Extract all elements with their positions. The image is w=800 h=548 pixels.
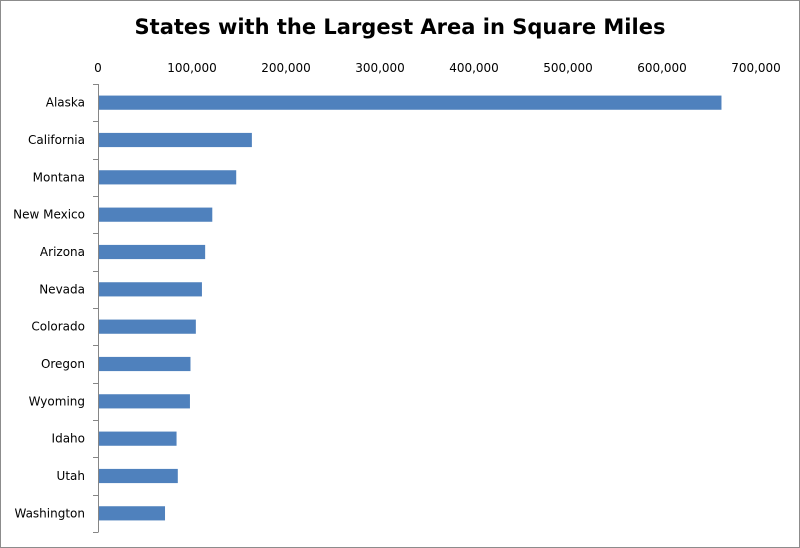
x-axis: 0 100,000 200,000 300,000 400,000 500,000 600,… [94,61,781,75]
bar [99,207,213,222]
bar [99,132,252,148]
category-label: Washington [14,506,85,520]
bar [99,244,206,260]
bar [99,431,177,446]
x-tick-label: 600,000 [637,61,687,75]
bar [99,394,190,409]
y-axis [93,84,99,533]
bar [99,319,196,334]
x-tick-label: 700,000 [731,61,781,75]
category-label: Montana [33,170,85,184]
chart-title: States with the Largest Area in Square M… [134,15,666,39]
category-label: Nevada [39,282,85,296]
bar [99,95,722,110]
bar [99,506,166,521]
category-label: Colorado [31,320,85,334]
x-tick-label: 300,000 [355,61,405,75]
category-label: Oregon [41,357,85,371]
category-labels: Alaska California Montana New Mexico Arizona… [13,96,85,521]
x-tick-label: 500,000 [543,61,593,75]
bar [99,282,202,297]
x-tick-label: 400,000 [449,61,499,75]
category-label: Arizona [40,245,85,259]
bar [99,356,191,372]
category-label: Wyoming [29,394,85,408]
x-tick-label: 200,000 [261,61,311,75]
bar [99,468,178,484]
bars [99,95,722,521]
x-tick-label: 0 [94,61,102,75]
x-tick-label: 100,000 [167,61,217,75]
category-label: California [28,133,85,147]
bar [99,170,237,185]
category-label: New Mexico [13,208,85,222]
category-label: Alaska [46,96,85,110]
category-label: Utah [57,469,85,483]
category-label: Idaho [52,432,85,446]
